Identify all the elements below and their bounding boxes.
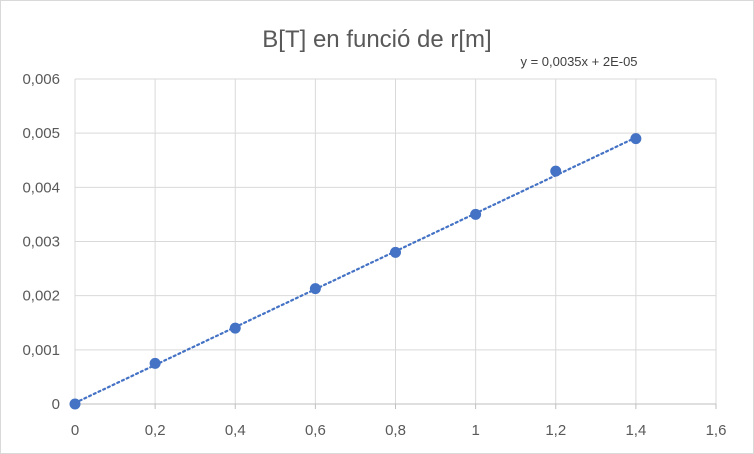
y-tick-label: 0,005: [22, 125, 60, 142]
y-tick-label: 0: [52, 396, 60, 413]
x-tick-label: 1,4: [625, 422, 646, 439]
data-point: [309, 283, 321, 295]
chart-title: B[T] en funció de r[m]: [262, 26, 491, 53]
data-point: [149, 357, 161, 369]
x-tick-label: 0,2: [145, 422, 166, 439]
x-tick-label: 0: [71, 422, 79, 439]
y-tick-label: 0,006: [22, 71, 60, 88]
x-tick-label: 1,6: [706, 422, 727, 439]
x-tick-label: 0,4: [225, 422, 246, 439]
y-tick-label: 0,002: [22, 288, 60, 305]
data-point: [630, 133, 642, 145]
y-tick-label: 0,003: [22, 234, 60, 251]
trendline-equation: y = 0,0035x + 2E-05: [520, 54, 637, 69]
y-tick-label: 0,001: [22, 342, 60, 359]
y-tick-label: 0,004: [22, 179, 60, 196]
data-point: [229, 322, 241, 334]
x-tick-label: 0,8: [385, 422, 406, 439]
x-tick-label: 1: [471, 422, 479, 439]
data-point: [470, 208, 482, 220]
data-point: [390, 246, 401, 258]
trendline: [73, 136, 637, 405]
x-tick-label: 1,2: [545, 422, 566, 439]
data-point: [69, 398, 81, 410]
x-tick-label: 0,6: [305, 422, 326, 439]
data-point: [550, 165, 562, 177]
